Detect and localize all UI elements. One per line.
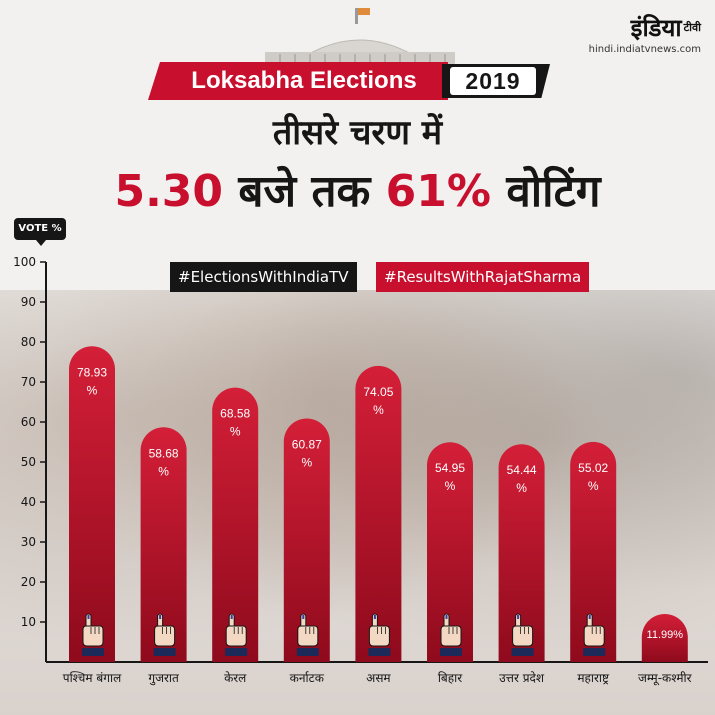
- bar: [427, 442, 473, 662]
- x-category-label: केरल: [224, 671, 247, 685]
- bar-value-percent: %: [301, 456, 312, 470]
- year-badge: 2019: [442, 64, 550, 98]
- bar-shape: [570, 441, 617, 662]
- headline-line-2: 5.30 बजे तक 61% वोटिंग: [0, 164, 715, 220]
- bar-value-label: 54.95: [435, 461, 465, 475]
- voting-finger-icon: [368, 613, 391, 656]
- bar: [283, 418, 330, 662]
- bar-value-label: 78.93: [77, 365, 107, 379]
- x-category-label: असम: [366, 671, 391, 685]
- bar-value-percent: %: [588, 479, 599, 493]
- x-category-label: कर्नाटक: [290, 671, 325, 685]
- voting-finger-icon: [440, 613, 462, 656]
- bar-value-label: 58.68: [149, 446, 179, 460]
- voting-finger-icon: [82, 613, 104, 656]
- bar: [212, 387, 259, 662]
- x-category-label: जम्मू-कश्मीर: [638, 671, 693, 686]
- y-tick-label: 10: [21, 615, 36, 629]
- bar-shape: [140, 427, 187, 662]
- hashtag-india-tv: #ElectionsWithIndiaTV: [170, 262, 357, 292]
- india-tv-logo: इंडिया टीवी hindi.indiatvnews.com: [589, 14, 701, 55]
- bar-shape: [498, 444, 545, 662]
- bar: [355, 365, 402, 662]
- x-category-label: गुजरात: [148, 671, 180, 686]
- bar-value-percent: %: [445, 479, 456, 493]
- bar-shape: [69, 346, 115, 662]
- bar-value-percent: %: [373, 403, 384, 417]
- logo-text: इंडिया: [630, 14, 682, 42]
- year-text: 2019: [450, 67, 536, 95]
- y-tick-label: 40: [21, 495, 36, 509]
- y-tick-label: 70: [21, 375, 36, 389]
- bar: [498, 444, 545, 662]
- bar-value-percent: %: [516, 481, 527, 495]
- voting-finger-icon: [511, 613, 534, 656]
- voting-finger-icon: [296, 613, 319, 656]
- hashtag-rajat-sharma: #ResultsWithRajatSharma: [376, 262, 590, 292]
- y-tick-label: 80: [21, 335, 36, 349]
- bar-value-label: 74.05: [363, 385, 393, 399]
- x-category-label: महाराष्ट्र: [577, 671, 610, 685]
- bar-shape: [355, 365, 402, 662]
- logo-suffix: टीवी: [683, 21, 701, 34]
- headline-mid: बजे तक: [238, 166, 371, 217]
- bar-value-percent: %: [87, 383, 98, 397]
- bar-value-label: 11.99%: [647, 629, 684, 641]
- headline-time: 5.30: [114, 166, 224, 217]
- bar-value-label: 60.87: [292, 438, 322, 452]
- bar-value-label: 68.58: [220, 407, 250, 421]
- y-tick-label: 60: [21, 415, 36, 429]
- bar-value-label: 54.44: [507, 463, 537, 477]
- y-tick-label: 30: [21, 535, 36, 549]
- bar-value-percent: %: [230, 425, 241, 439]
- headline-end: वोटिंग: [506, 166, 601, 217]
- bar: [140, 427, 187, 662]
- bar: [69, 346, 115, 662]
- bar-shape: [641, 614, 688, 662]
- logo-url: hindi.indiatvnews.com: [588, 44, 701, 55]
- y-tick-label: 50: [21, 455, 36, 469]
- y-tick-label: 20: [21, 575, 36, 589]
- voting-finger-icon: [225, 613, 248, 656]
- bar: [641, 614, 688, 662]
- voting-finger-icon: [583, 613, 606, 656]
- elections-banner: Loksabha Elections: [148, 62, 448, 100]
- y-tick-label: 100: [13, 255, 36, 269]
- bar-shape: [212, 387, 259, 662]
- bar-shape: [427, 442, 473, 662]
- bar-value-label: 55.02: [578, 461, 608, 475]
- headline-line-1: तीसरे चरण में: [272, 113, 443, 153]
- bar-shape: [283, 418, 330, 662]
- y-tick-label: 90: [21, 295, 36, 309]
- x-category-label: पश्चिम बंगाल: [63, 671, 122, 685]
- voting-finger-icon: [153, 613, 176, 656]
- x-category-label: बिहार: [438, 671, 463, 685]
- y-axis-label: VOTE %: [14, 218, 66, 246]
- bar-value-percent: %: [158, 464, 169, 478]
- bar: [570, 441, 617, 662]
- x-category-label: उत्तर प्रदेश: [499, 671, 545, 685]
- headline-percent: 61%: [385, 166, 491, 217]
